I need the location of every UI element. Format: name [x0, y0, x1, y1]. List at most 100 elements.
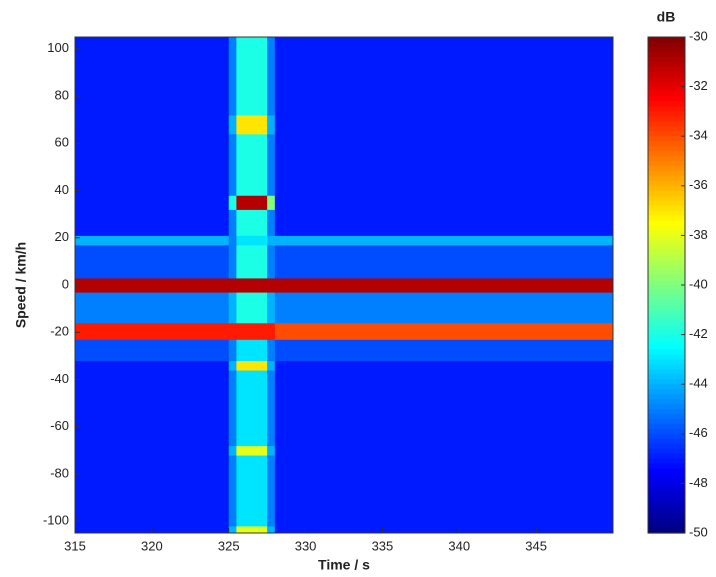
colorbar-step [648, 91, 685, 98]
colorbar-step [648, 170, 685, 177]
heat-cell [267, 339, 276, 362]
heat-cell [274, 322, 614, 340]
heat-cell [236, 244, 268, 279]
heat-cell [236, 133, 268, 196]
heat-cell [236, 235, 268, 246]
colorbar-step [648, 453, 685, 460]
colorbar-step [648, 81, 685, 88]
colorbar-step [648, 275, 685, 281]
colorbar-step [648, 270, 685, 276]
colorbar-step [648, 96, 685, 103]
colorbar-step [648, 488, 685, 494]
colorbar-step [648, 423, 685, 430]
heat-cell [228, 209, 237, 236]
colorbar-step [648, 175, 685, 182]
heat-cell [236, 209, 268, 236]
colorbar-step [648, 468, 685, 475]
colorbar-step [648, 165, 685, 172]
heat-cell [228, 114, 237, 135]
heat-cell [236, 525, 268, 534]
x-tick-label: 315 [64, 538, 86, 553]
heat-cell [75, 235, 230, 246]
colorbar-step [648, 344, 685, 351]
heat-cell [75, 37, 230, 116]
colorbar-step [648, 418, 685, 425]
colorbar-step [648, 156, 685, 162]
y-tick-label: 20 [55, 229, 69, 244]
colorbar-step [648, 111, 685, 117]
colorbar-step [648, 294, 685, 301]
colorbar-step [648, 523, 685, 529]
colorbar-step [648, 463, 685, 470]
heat-cell [75, 244, 230, 279]
colorbar-step [648, 433, 685, 440]
heat-cell [274, 114, 614, 135]
colorbar-tick-label: -44 [689, 376, 708, 391]
colorbar-step [648, 71, 685, 78]
y-tick-label: 80 [55, 87, 69, 102]
colorbar-step [648, 280, 685, 286]
heat-cell [75, 445, 230, 456]
colorbar-step [648, 483, 685, 489]
colorbar-step [648, 404, 685, 410]
colorbar-step [648, 528, 685, 534]
y-tick-label: -60 [50, 418, 69, 433]
heat-cell [228, 244, 237, 279]
heat-cell [236, 322, 268, 340]
colorbar-step [648, 61, 685, 68]
colorbar-step [648, 399, 685, 405]
colorbar-step [648, 493, 685, 499]
heat-cell [236, 370, 268, 447]
heat-cell [236, 277, 268, 293]
colorbar-step [648, 473, 685, 480]
colorbar-step [648, 369, 685, 375]
heat-cell [75, 455, 230, 527]
colorbar-step [648, 151, 685, 157]
heat-cell [75, 114, 230, 135]
colorbar-step [648, 200, 685, 207]
colorbar-step [648, 304, 685, 311]
heat-cell [75, 292, 230, 324]
x-tick-label: 320 [141, 538, 163, 553]
heat-cell [228, 455, 237, 527]
heat-cell [228, 235, 237, 246]
heat-cell [75, 195, 230, 210]
heat-cell [75, 133, 230, 196]
heat-cell [274, 445, 614, 456]
colorbar-step [648, 478, 685, 484]
colorbar-tick-label: -38 [689, 227, 708, 242]
colorbar-step [648, 319, 685, 326]
colorbar-step [648, 260, 685, 266]
colorbar-step [648, 448, 685, 455]
colorbar-step [648, 503, 685, 509]
colorbar-step [648, 240, 685, 246]
colorbar-step [648, 210, 685, 217]
heat-cell [228, 37, 237, 116]
heat-cell [236, 114, 268, 135]
colorbar-tick-label: -42 [689, 326, 708, 341]
colorbar-step [648, 66, 685, 73]
heat-cell [228, 370, 237, 447]
heat-cell [274, 244, 614, 279]
heat-cell [236, 339, 268, 362]
heat-cell [274, 37, 614, 116]
heat-cell [75, 370, 230, 447]
colorbar-step [648, 86, 685, 93]
heat-cell [228, 292, 237, 324]
colorbar-step [648, 141, 685, 147]
y-axis-label: Speed / km/h [13, 242, 29, 328]
colorbar-step [648, 354, 685, 360]
y-tick-label: -80 [50, 465, 69, 480]
colorbar-step [648, 379, 685, 385]
colorbar-step [648, 225, 685, 232]
heat-cell [228, 360, 237, 371]
heat-cell [228, 277, 237, 293]
heat-cell [267, 37, 276, 116]
colorbar-tick-label: -32 [689, 78, 708, 93]
colorbar-step [648, 324, 685, 331]
colorbar-step [648, 409, 685, 415]
colorbar-step [648, 498, 685, 504]
heat-cell [274, 370, 614, 447]
x-axis-label: Time / s [318, 557, 370, 573]
